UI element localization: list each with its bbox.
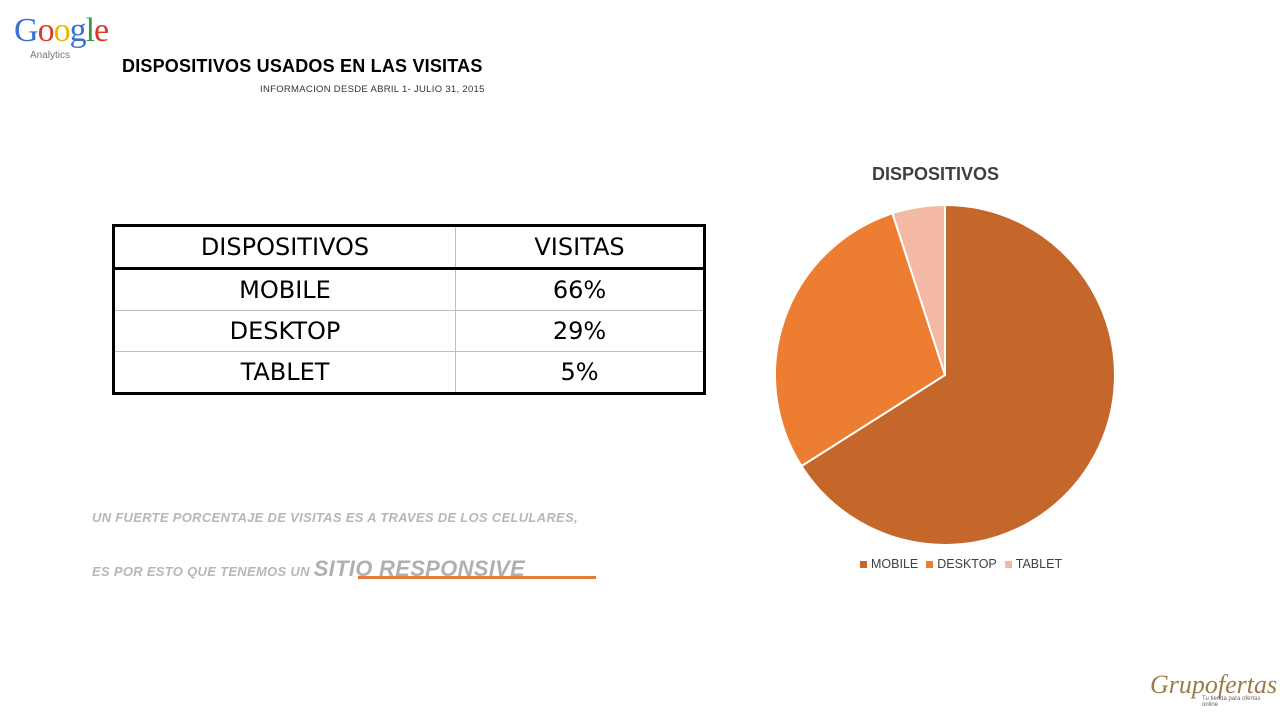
- emphasis-underline: [358, 576, 596, 579]
- table-cell-device: DESKTOP: [113, 310, 456, 352]
- logo-letter: l: [85, 12, 96, 49]
- legend-item-tablet: TABLET: [1004, 557, 1063, 571]
- legend-item-desktop: DESKTOP: [926, 557, 997, 571]
- pie-slice-desktop: [774, 212, 947, 468]
- table-row: TABLET 5%: [113, 351, 705, 394]
- pie-slice-mobile: [800, 203, 1116, 546]
- legend-item-mobile: MOBILE: [860, 557, 918, 571]
- google-analytics-logo: Google Analytics: [14, 14, 124, 62]
- pie-chart: [774, 203, 1116, 546]
- note-line-1: UN FUERTE PORCENTAJE DE VISITAS ES A TRA…: [92, 510, 578, 525]
- logo-subtitle: Analytics: [30, 50, 71, 61]
- chart-title: DISPOSITIVOS: [872, 164, 1000, 184]
- logo-letter: e: [94, 12, 109, 49]
- table-cell-device: MOBILE: [113, 268, 456, 311]
- page-subtitle: INFORMACION DESDE ABRIL 1- JULIO 31, 201…: [260, 84, 485, 95]
- logo-wordmark: Google: [14, 14, 124, 48]
- table-row: DESKTOP 29%: [113, 310, 705, 352]
- legend-label-desktop: DESKTOP: [937, 557, 997, 571]
- brand-wordmark: Grupofertas: [1150, 670, 1278, 699]
- note-line-2-prefix: ES POR ESTO QUE TENEMOS UN: [92, 564, 314, 579]
- table-header-row: DISPOSITIVOS VISITAS: [113, 225, 705, 270]
- pie-slice-tablet: [891, 203, 946, 376]
- table-cell-device: TABLET: [113, 351, 456, 394]
- logo-letter: G: [14, 12, 39, 49]
- page-title: DISPOSITIVOS USADOS EN LAS VISITAS: [122, 56, 483, 76]
- table-cell-visits: 29%: [455, 310, 705, 352]
- logo-letter: o: [37, 12, 55, 49]
- legend-swatch-mobile: [860, 560, 867, 568]
- table-cell-visits: 66%: [455, 268, 705, 311]
- logo-letter: o: [53, 12, 71, 49]
- legend-label-tablet: TABLET: [1015, 557, 1063, 571]
- table-row: MOBILE 66%: [113, 268, 705, 311]
- table-header-visits: VISITAS: [455, 225, 705, 270]
- devices-table: DISPOSITIVOS VISITAS MOBILE 66% DESKTOP …: [112, 224, 706, 395]
- legend-swatch-tablet: [1004, 560, 1012, 568]
- grupofertas-logo: Grupofertas Tu tienda para ofertas onlin…: [1150, 670, 1278, 718]
- table-cell-visits: 5%: [455, 351, 705, 394]
- legend-label-mobile: MOBILE: [871, 557, 919, 571]
- brand-tagline: Tu tienda para ofertas online: [1202, 696, 1261, 708]
- table-header-devices: DISPOSITIVOS: [113, 225, 456, 270]
- chart-legend: MOBILE DESKTOP TABLET: [860, 557, 1062, 571]
- legend-swatch-desktop: [926, 560, 934, 568]
- logo-letter: g: [69, 12, 87, 49]
